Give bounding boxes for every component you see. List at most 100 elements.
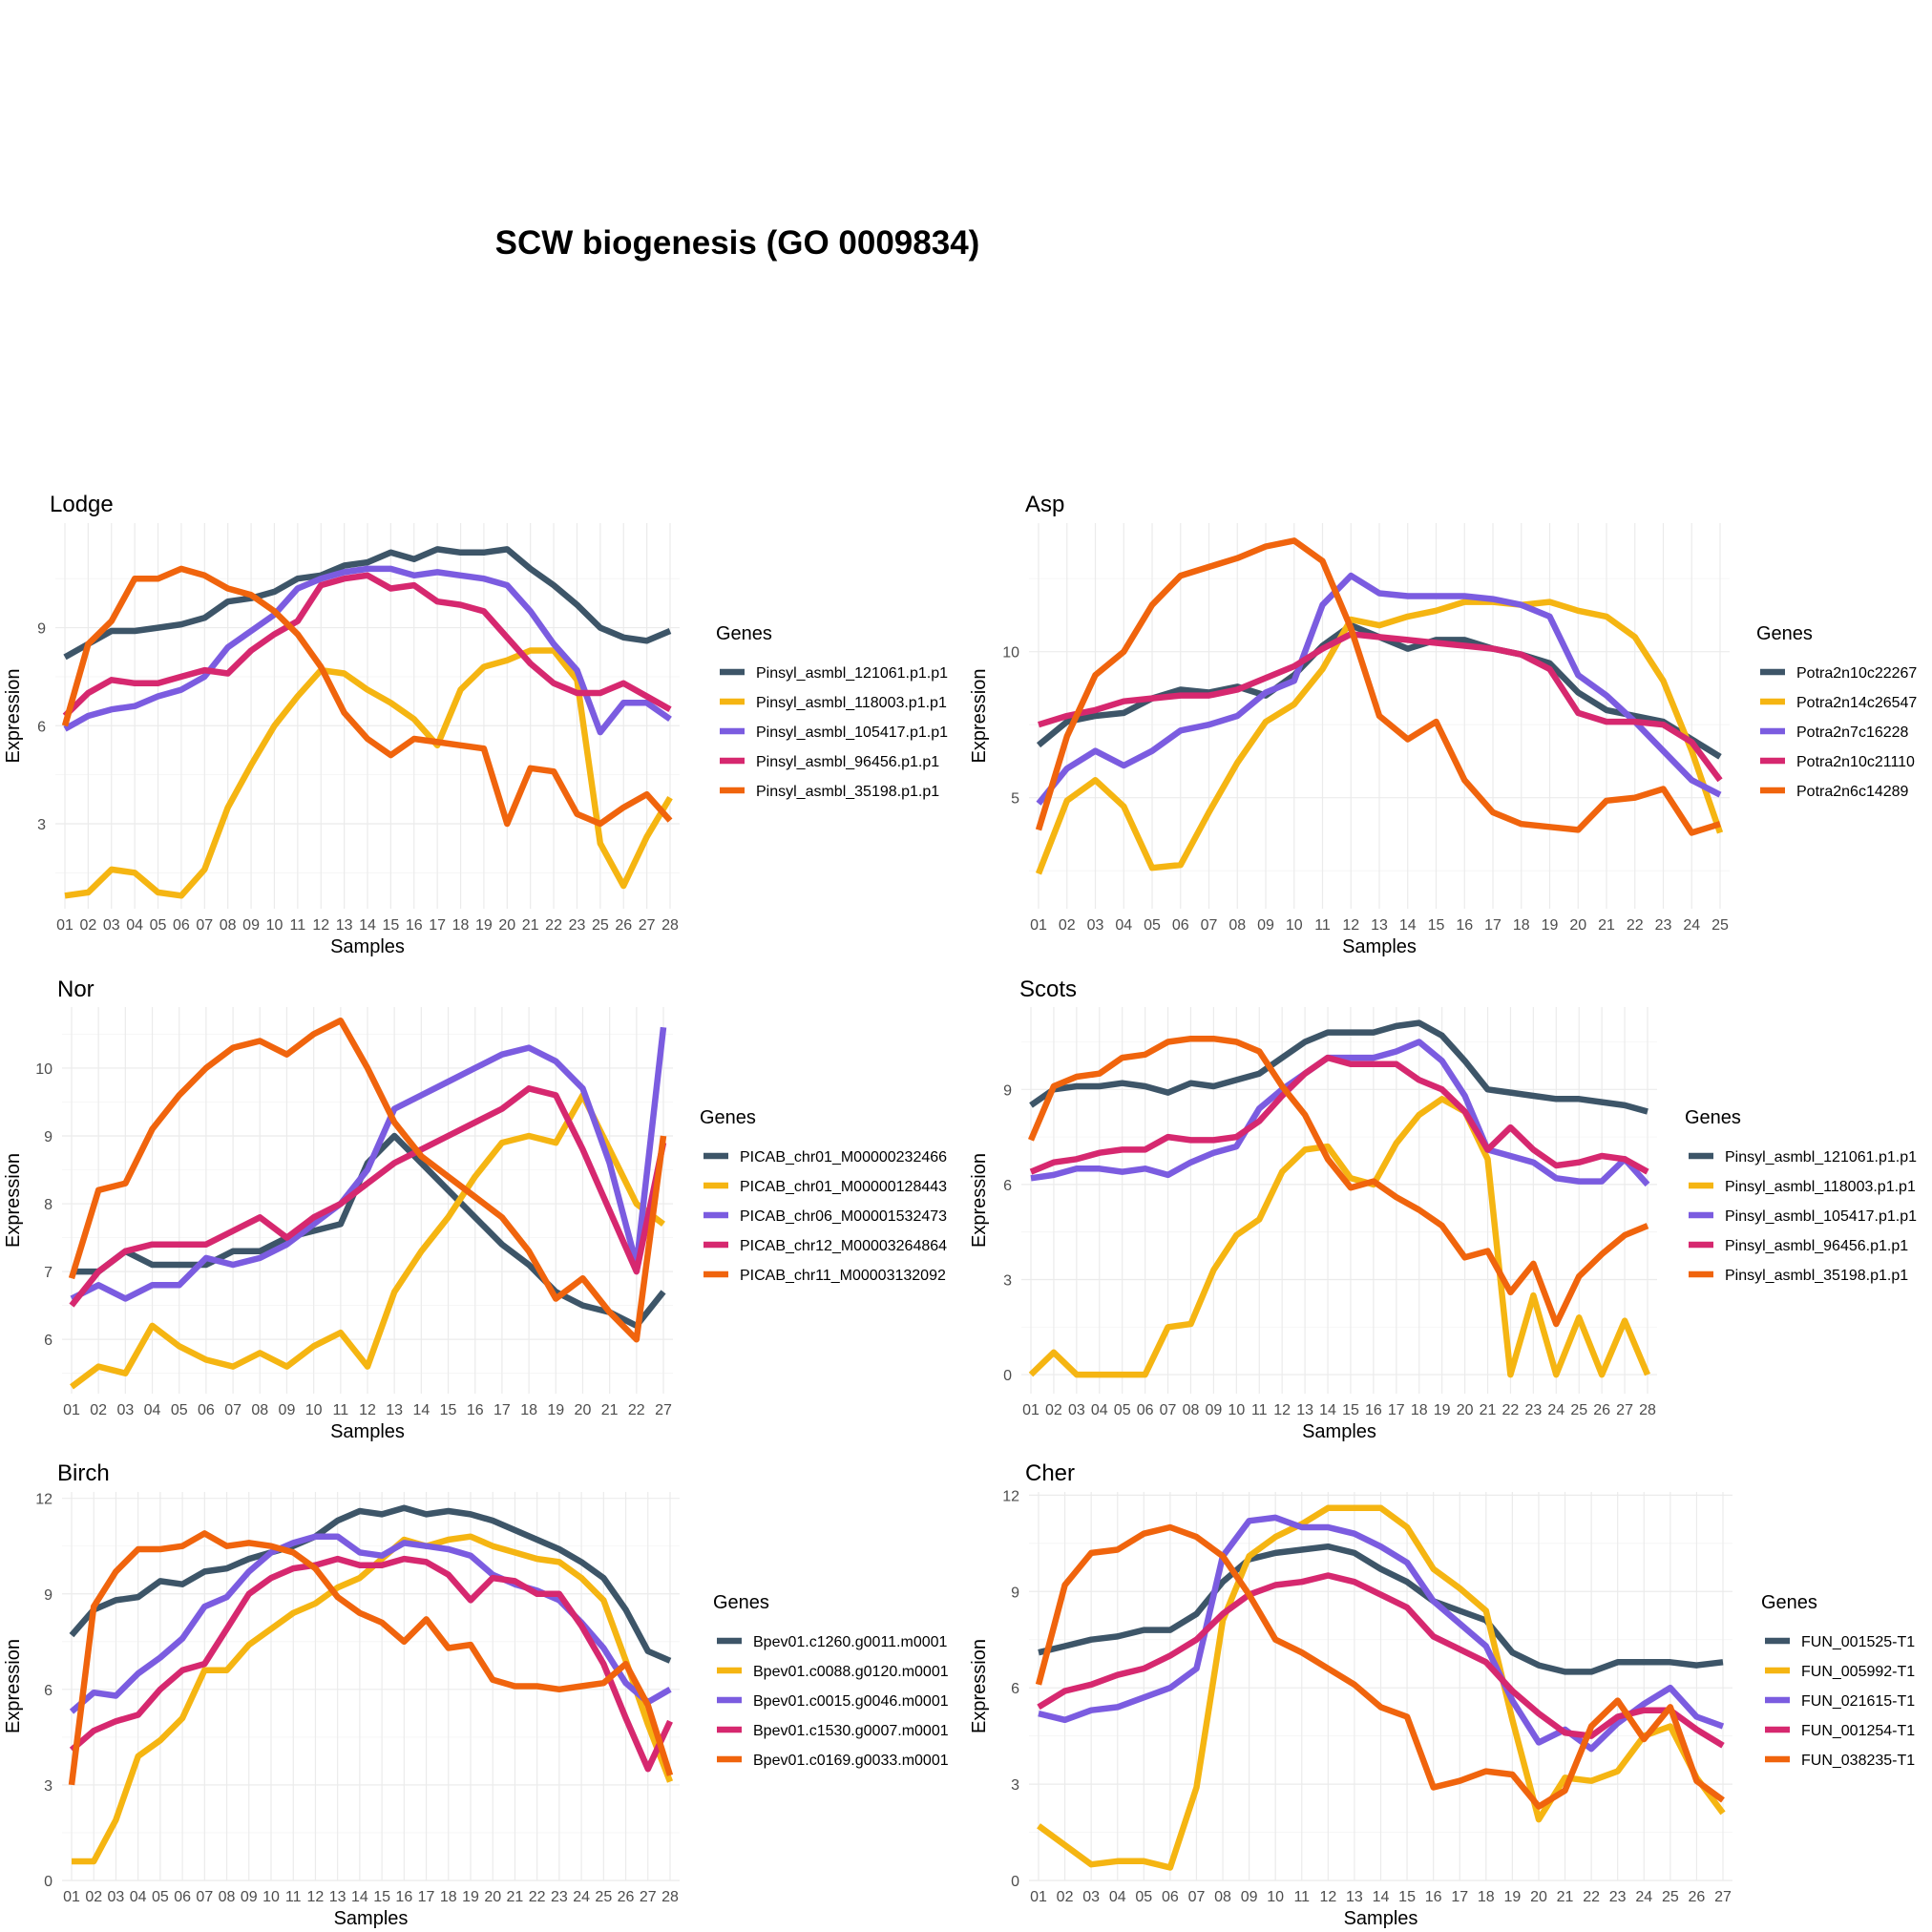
- legend-label: Bpev01.c0088.g0120.m0001: [753, 1664, 949, 1680]
- x-tick-label: 07: [1201, 917, 1218, 934]
- y-tick-label: 3: [1011, 1777, 1019, 1794]
- x-tick-label: 08: [1228, 917, 1246, 934]
- series-line: [72, 1533, 674, 1865]
- x-tick-label: 25: [1712, 917, 1729, 934]
- series-line: [1029, 1054, 1649, 1175]
- y-tick-label: 0: [44, 1874, 52, 1890]
- legend-label: FUN_005992-T1: [1801, 1664, 1915, 1680]
- legend-label: Pinsyl_asmbl_96456.p1.p1: [756, 754, 939, 770]
- legend-label: Potra2n14c26547: [1796, 695, 1917, 711]
- x-tick-label: 28: [662, 917, 679, 934]
- series-line: [62, 572, 672, 719]
- y-tick-label: 8: [44, 1197, 52, 1213]
- series-line: [63, 565, 672, 736]
- x-tick-label: 11: [1314, 917, 1331, 934]
- series-line: [1037, 1572, 1725, 1749]
- x-tick-label: 03: [1082, 1889, 1100, 1905]
- x-tick-label: 22: [1583, 1889, 1600, 1905]
- x-tick-label: 10: [266, 917, 284, 934]
- x-tick-label: 13: [1371, 917, 1388, 934]
- y-tick-label: 3: [37, 817, 46, 833]
- x-tick-label: 17: [1451, 1889, 1468, 1905]
- x-tick-label: 27: [640, 1889, 657, 1905]
- series-line: [1029, 1019, 1648, 1115]
- x-tick-label: 20: [498, 917, 515, 934]
- x-tick-label: 16: [395, 1889, 412, 1905]
- legend: Genes Pinsyl_asmbl_121061.p1.p1 Pinsyl_asm…: [716, 623, 948, 800]
- x-tick-label: 05: [150, 917, 167, 934]
- x-tick-label: 19: [1503, 1889, 1521, 1905]
- x-tick-label: 08: [1214, 1889, 1231, 1905]
- x-tick-label: 11: [1251, 1402, 1268, 1418]
- x-tick-label: 02: [1059, 917, 1076, 934]
- x-tick-label: 04: [1091, 1402, 1108, 1418]
- x-tick-label: 01: [1030, 917, 1047, 934]
- series-line: [1036, 572, 1722, 806]
- y-tick-label: 10: [35, 1061, 52, 1078]
- series-line: [1037, 1504, 1726, 1871]
- x-tick-label: 17: [494, 1402, 511, 1418]
- x-tick-label: 14: [412, 1402, 430, 1418]
- x-tick-label: 25: [1570, 1402, 1587, 1418]
- x-tick-label: 23: [1524, 1402, 1542, 1418]
- legend-title: Genes: [1685, 1107, 1741, 1128]
- panel-title: Cher: [1025, 1460, 1075, 1486]
- x-tick-label: 25: [592, 917, 609, 934]
- x-tick-label: 19: [547, 1402, 564, 1418]
- x-tick-label: 13: [1346, 1889, 1363, 1905]
- series-line: [1028, 1096, 1650, 1378]
- series-line: [69, 1085, 667, 1308]
- x-tick-label: 01: [63, 1889, 80, 1905]
- x-tick-label: 22: [529, 1889, 546, 1905]
- legend-label: Pinsyl_asmbl_105417.p1.p1: [756, 724, 948, 741]
- y-tick-label: 7: [44, 1265, 52, 1281]
- x-tick-label: 10: [1267, 1889, 1284, 1905]
- legend-label: PICAB_chr11_M00003132092: [740, 1268, 946, 1284]
- x-tick-label: 05: [1144, 917, 1161, 934]
- x-tick-label: 27: [1714, 1889, 1732, 1905]
- panel-title: Scots: [1019, 976, 1077, 1002]
- x-tick-label: 03: [108, 1889, 125, 1905]
- panel-lodge: 3 6 9 01 02 03 04 05 06 07 08 09 10 11 12 13 14 15 16 17 18 1…: [3, 492, 948, 957]
- legend-label: PICAB_chr12_M00003264864: [740, 1238, 947, 1254]
- legend-label: FUN_001525-T1: [1801, 1634, 1915, 1650]
- x-tick-label: 04: [1115, 917, 1132, 934]
- x-tick-label: 26: [1593, 1402, 1610, 1418]
- x-tick-label: 15: [373, 1889, 390, 1905]
- x-tick-label: 05: [152, 1889, 169, 1905]
- legend-title: Genes: [1756, 623, 1813, 644]
- legend: Genes Bpev01.c1260.g0011.m0001 Bpev01.c008…: [713, 1592, 949, 1769]
- x-tick-label: 04: [126, 917, 143, 934]
- x-tick-label: 06: [174, 1889, 191, 1905]
- panel-title: Nor: [57, 976, 94, 1002]
- x-tick-label: 22: [545, 917, 562, 934]
- x-tick-label: 13: [329, 1889, 346, 1905]
- panel-nor: 6 7 8 9 10 01 02 03 04 05 06 07 08 09 10 11 12 13 14 15 16 17…: [3, 976, 947, 1442]
- x-tick-label: 12: [307, 1889, 325, 1905]
- x-tick-label: 27: [655, 1402, 672, 1418]
- x-tick-label: 12: [1273, 1402, 1291, 1418]
- x-tick-label: 19: [1542, 917, 1559, 934]
- legend-label: Pinsyl_asmbl_96456.p1.p1: [1725, 1238, 1908, 1254]
- x-tick-label: 09: [1241, 1889, 1258, 1905]
- panel-title: Birch: [57, 1460, 110, 1486]
- x-tick-label: 19: [475, 917, 493, 934]
- x-tick-label: 17: [418, 1889, 435, 1905]
- x-tick-label: 15: [1342, 1402, 1359, 1418]
- x-tick-label: 10: [262, 1889, 280, 1905]
- x-tick-label: 14: [1399, 917, 1417, 934]
- x-tick-label: 09: [241, 1889, 258, 1905]
- x-tick-label: 03: [1068, 1402, 1085, 1418]
- legend: Genes Potra2n10c22267 Potra2n14c26547 Potra…: [1756, 623, 1917, 800]
- x-tick-label: 13: [336, 917, 353, 934]
- x-tick-label: 09: [1257, 917, 1274, 934]
- legend-label: FUN_021615-T1: [1801, 1693, 1915, 1710]
- legend: Genes Pinsyl_asmbl_121061.p1.p1 Pinsyl_asm…: [1685, 1107, 1917, 1284]
- x-tick-label: 07: [1160, 1402, 1177, 1418]
- legend-label: Potra2n10c22267: [1796, 665, 1917, 682]
- legend-label: Potra2n6c14289: [1796, 784, 1909, 800]
- x-tick-label: 20: [1530, 1889, 1547, 1905]
- legend-label: FUN_038235-T1: [1801, 1753, 1915, 1769]
